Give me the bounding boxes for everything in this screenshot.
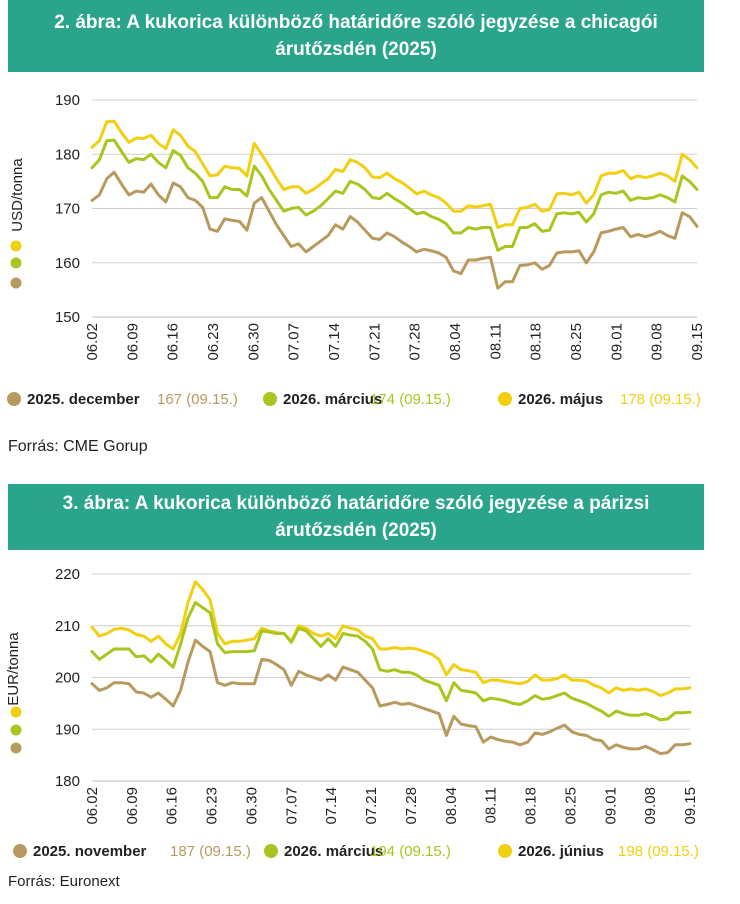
figure-2-source: Forrás: CME Gorup	[8, 438, 148, 455]
y-tick-label: 220	[55, 566, 80, 583]
y-tick-label: 170	[55, 201, 80, 218]
legend-last-value: 187 (09.15.)	[170, 843, 251, 860]
x-tick-label: 08.18	[523, 787, 540, 825]
series-marker-dot	[10, 257, 22, 269]
chicago-corn-line-chart: 150 160 170 180 190 06.02 06.09 06.16 06.23 06.30…	[7, 92, 706, 408]
x-tick-label: 06.16	[165, 323, 182, 361]
legend-label: 2025. november	[33, 843, 147, 860]
x-tick-label: 07.14	[326, 323, 343, 361]
x-tick-label: 06.30	[243, 787, 260, 825]
x-tick-label: 06.02	[84, 323, 101, 361]
x-tick-label: 09.08	[649, 323, 666, 361]
x-tick-label: 08.25	[568, 323, 585, 361]
x-tick-label: 09.15	[689, 323, 706, 361]
legend-marker	[7, 392, 21, 406]
x-tick-label: 08.04	[447, 323, 464, 361]
legend-marker	[498, 392, 512, 406]
figure-3-source: Forrás: Euronext	[8, 873, 120, 890]
y-tick-label: 190	[55, 721, 80, 738]
figure-2-title: 2. ábra: A kukorica különböző határidőre…	[8, 0, 704, 72]
x-tick-label: 06.09	[124, 323, 141, 361]
x-tick-label: 06.02	[84, 787, 101, 825]
legend-last-value: 178 (09.15.)	[620, 391, 701, 408]
x-tick-label: 09.01	[608, 323, 625, 361]
x-tick-label: 07.28	[403, 787, 420, 825]
legend-marker	[263, 392, 277, 406]
legend-last-value: 198 (09.15.)	[618, 843, 699, 860]
series-marker-dot	[10, 706, 22, 718]
legend-label: 2026. május	[518, 391, 603, 408]
y-axis-label: EUR/tonna	[5, 632, 22, 706]
legend-label: 2026. június	[518, 843, 604, 860]
x-tick-label: 08.18	[528, 323, 545, 361]
x-tick-label: 08.04	[443, 787, 460, 825]
legend-last-value: 167 (09.15.)	[157, 391, 238, 408]
series-line-2	[90, 580, 692, 698]
legend-marker	[13, 844, 27, 858]
legend-last-value: 174 (09.15.)	[370, 391, 451, 408]
series-line-2	[90, 119, 699, 229]
y-tick-label: 210	[55, 618, 80, 635]
x-tick-label: 07.07	[286, 323, 303, 361]
y-axis-label: USD/tonna	[9, 158, 26, 232]
figure-3-title: 3. ábra: A kukorica különböző határidőre…	[8, 484, 704, 550]
y-tick-label: 190	[55, 92, 80, 109]
legend-label: 2026. március	[284, 843, 383, 860]
series-line-0	[90, 638, 692, 756]
paris-corn-line-chart: 180 190 200 210 220 06.02 06.09 06.16 06.23 06.30…	[5, 566, 699, 860]
y-tick-label: 150	[55, 309, 80, 326]
legend-marker	[498, 844, 512, 858]
series-marker-dot	[10, 724, 22, 736]
y-tick-label: 200	[55, 670, 80, 687]
x-tick-label: 06.23	[205, 323, 222, 361]
y-tick-label: 160	[55, 255, 80, 272]
x-tick-label: 07.28	[407, 323, 424, 361]
x-tick-label: 08.25	[562, 787, 579, 825]
series-marker-dot	[10, 277, 22, 289]
y-tick-label: 180	[55, 146, 80, 163]
x-tick-label: 07.21	[363, 787, 380, 825]
legend-label: 2026. március	[283, 391, 382, 408]
x-tick-label: 06.30	[245, 323, 262, 361]
x-tick-label: 08.11	[487, 323, 504, 359]
series-marker-dot	[10, 240, 22, 252]
series-line-1	[90, 601, 692, 722]
x-tick-label: 07.07	[283, 787, 300, 825]
legend-last-value: 194 (09.15.)	[370, 843, 451, 860]
legend-marker	[264, 844, 278, 858]
x-tick-label: 06.16	[164, 787, 181, 825]
x-tick-label: 07.14	[323, 787, 340, 825]
series-line-0	[90, 170, 699, 290]
x-tick-label: 07.21	[366, 323, 383, 361]
x-tick-label: 06.09	[124, 787, 141, 825]
series-marker-dot	[10, 742, 22, 754]
y-tick-label: 180	[55, 773, 80, 790]
x-tick-label: 06.23	[204, 787, 221, 825]
x-tick-label: 09.08	[642, 787, 659, 825]
x-tick-label: 09.15	[682, 787, 699, 825]
legend-label: 2025. december	[27, 391, 140, 408]
series-line-1	[90, 138, 699, 252]
x-tick-label: 09.01	[602, 787, 619, 825]
x-tick-label: 08.11	[483, 787, 500, 823]
